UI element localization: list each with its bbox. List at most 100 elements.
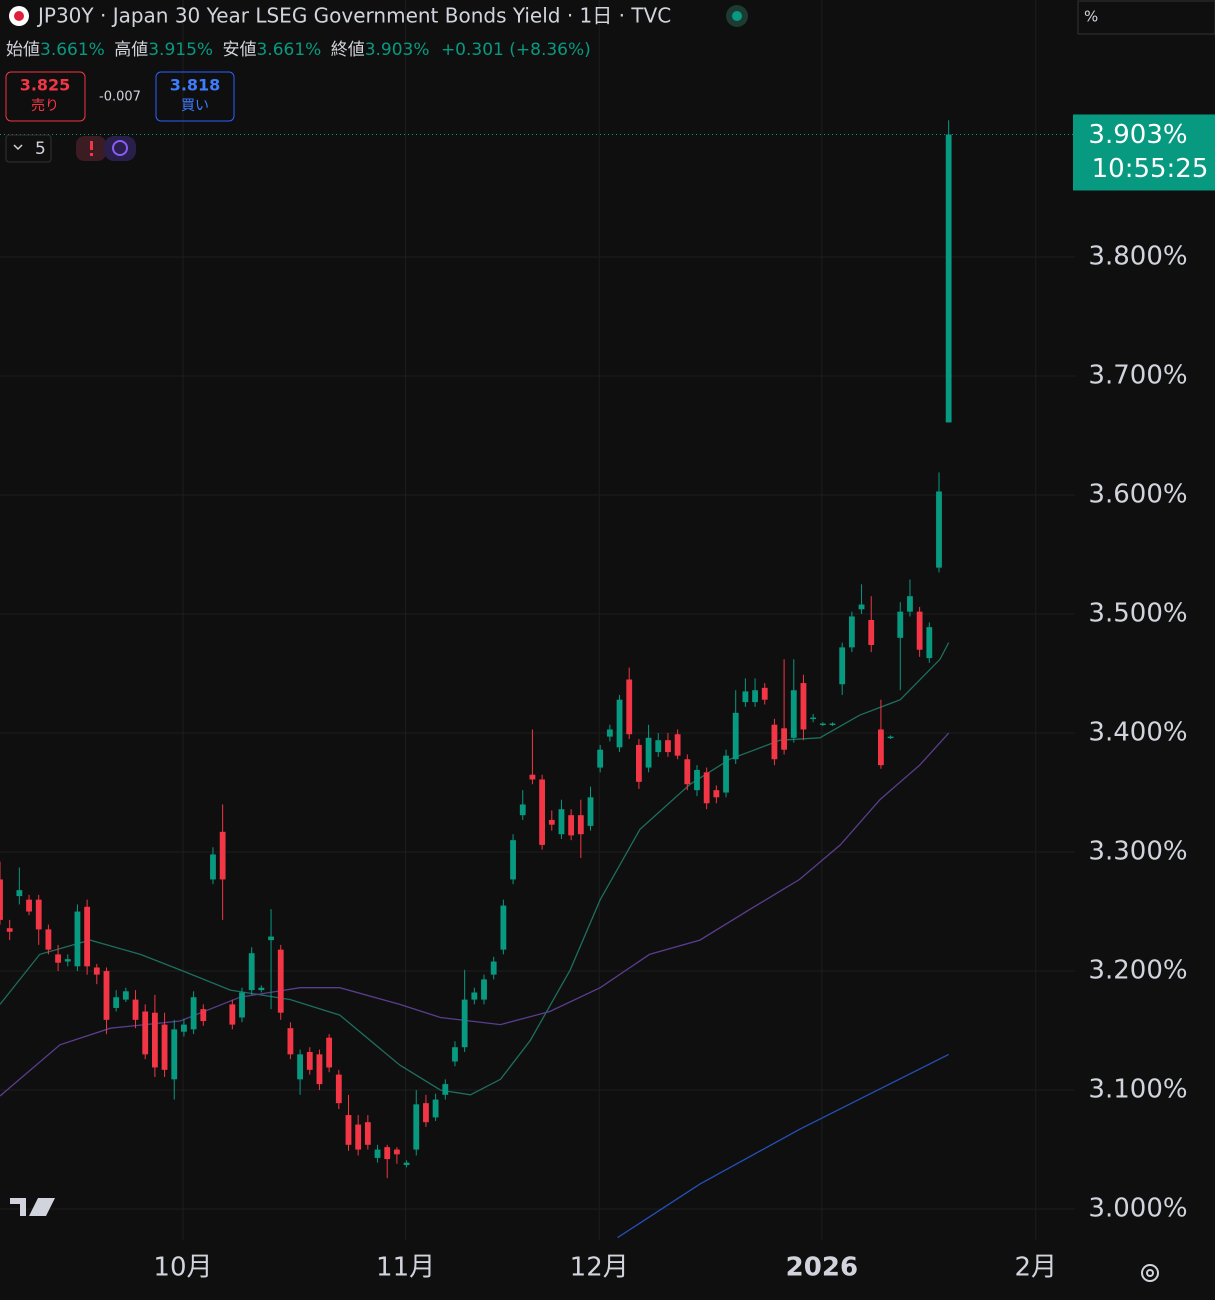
- candle-body: [297, 1054, 303, 1080]
- candle-body: [0, 879, 3, 920]
- candle-body: [432, 1099, 439, 1118]
- candle-body: [587, 797, 594, 826]
- y-tick-label: 3.000%: [1088, 1194, 1187, 1224]
- candle-body: [16, 890, 23, 897]
- candle-body: [781, 728, 788, 750]
- spread: -0.007: [99, 90, 141, 105]
- flag-dot: [14, 11, 24, 21]
- candle-body: [258, 987, 265, 991]
- candle-body: [655, 740, 662, 753]
- candle-body: [674, 734, 681, 756]
- buy-price: 3.818: [170, 76, 221, 95]
- candle-body: [713, 790, 720, 798]
- indicator-toggle[interactable]: [5, 134, 52, 163]
- candle-body: [122, 991, 129, 1000]
- change: +0.301 (+8.36%): [441, 40, 591, 60]
- ohlc-label: 安値: [222, 40, 256, 60]
- candle-body: [790, 690, 797, 738]
- candle-body: [64, 959, 71, 962]
- candle-body: [248, 953, 255, 991]
- settings-core: [1146, 1269, 1154, 1277]
- x-tick-label: 2026: [786, 1253, 858, 1283]
- alert-mark: [90, 153, 93, 156]
- candle-body: [35, 899, 42, 930]
- candle-body: [703, 772, 710, 804]
- candle-body: [393, 1149, 400, 1155]
- sync-icon[interactable]: [104, 136, 136, 161]
- candle-body: [452, 1047, 458, 1062]
- sell-button[interactable]: [5, 71, 86, 122]
- candle-body: [626, 679, 633, 735]
- candle-body: [810, 717, 817, 720]
- candle-body: [345, 1115, 352, 1145]
- x-tick-label: 12月: [570, 1253, 629, 1283]
- candle-body: [142, 1011, 149, 1055]
- candle-body: [287, 1028, 294, 1055]
- candle-body: [26, 899, 32, 912]
- candle-body: [268, 936, 274, 941]
- status-dot: [732, 11, 742, 21]
- candle-body: [500, 905, 507, 950]
- candle-body: [229, 1004, 236, 1025]
- candle-body: [926, 627, 933, 659]
- candle-body: [878, 729, 884, 766]
- ohlc-value: 3.661%: [40, 40, 105, 60]
- candle-body: [423, 1103, 429, 1123]
- y-tick-label: 3.100%: [1088, 1075, 1187, 1105]
- y-tick-label: 3.600%: [1088, 480, 1187, 510]
- candle-body: [519, 804, 526, 816]
- ohlc-label: 終値: [331, 40, 365, 60]
- candle-body: [335, 1074, 342, 1104]
- candle-body: [200, 1009, 207, 1022]
- sell-label: 売り: [31, 98, 59, 114]
- candle-body: [210, 854, 216, 880]
- y-tick-label: 3.400%: [1088, 718, 1187, 748]
- y-tick-label: 3.200%: [1088, 956, 1187, 986]
- candle-body: [55, 954, 61, 963]
- candle-body: [606, 729, 613, 737]
- candle-body: [471, 992, 478, 1000]
- scale-unit: %: [1084, 8, 1098, 26]
- ohlc-value: 3.915%: [148, 40, 213, 60]
- chevron: [13, 144, 23, 151]
- countdown: 10:55:25: [1092, 154, 1209, 184]
- settings-icon[interactable]: [1141, 1264, 1159, 1282]
- x-tick-label: 2月: [1015, 1253, 1058, 1283]
- candle-body: [771, 724, 778, 760]
- y-tick-label: 3.700%: [1088, 361, 1187, 391]
- sync-circle: [112, 140, 128, 156]
- candle-body: [616, 699, 623, 748]
- buy-label: 買い: [181, 98, 209, 114]
- last-price-box: [1073, 114, 1215, 191]
- candle-body: [694, 769, 700, 791]
- candle-body: [413, 1104, 420, 1150]
- candle-body: [665, 740, 671, 753]
- candle-body: [761, 687, 768, 700]
- candle-body: [84, 906, 91, 967]
- candle-body: [732, 712, 739, 760]
- candle-body: [897, 611, 904, 638]
- ohlc-value: 3.903%: [365, 40, 430, 60]
- y-tick-label: 3.300%: [1088, 837, 1187, 867]
- y-tick-label: 3.800%: [1088, 242, 1187, 272]
- candle-body: [461, 999, 468, 1048]
- candle-body: [819, 723, 826, 726]
- candle-body: [306, 1051, 313, 1070]
- candle-body: [548, 819, 555, 825]
- candle-body: [887, 736, 894, 739]
- candle-body: [645, 737, 652, 768]
- buy-button[interactable]: [155, 71, 235, 122]
- moving-average: [0, 642, 950, 1096]
- candle-body: [355, 1124, 362, 1150]
- ohlc-label: 高値: [114, 40, 148, 60]
- candle-body: [132, 999, 139, 1020]
- candle-body: [277, 949, 284, 1013]
- candle-body: [907, 596, 913, 612]
- x-tick-label: 11月: [376, 1253, 435, 1283]
- candle-body: [684, 759, 691, 785]
- candle-body: [490, 961, 497, 975]
- unit-box: [1077, 0, 1215, 35]
